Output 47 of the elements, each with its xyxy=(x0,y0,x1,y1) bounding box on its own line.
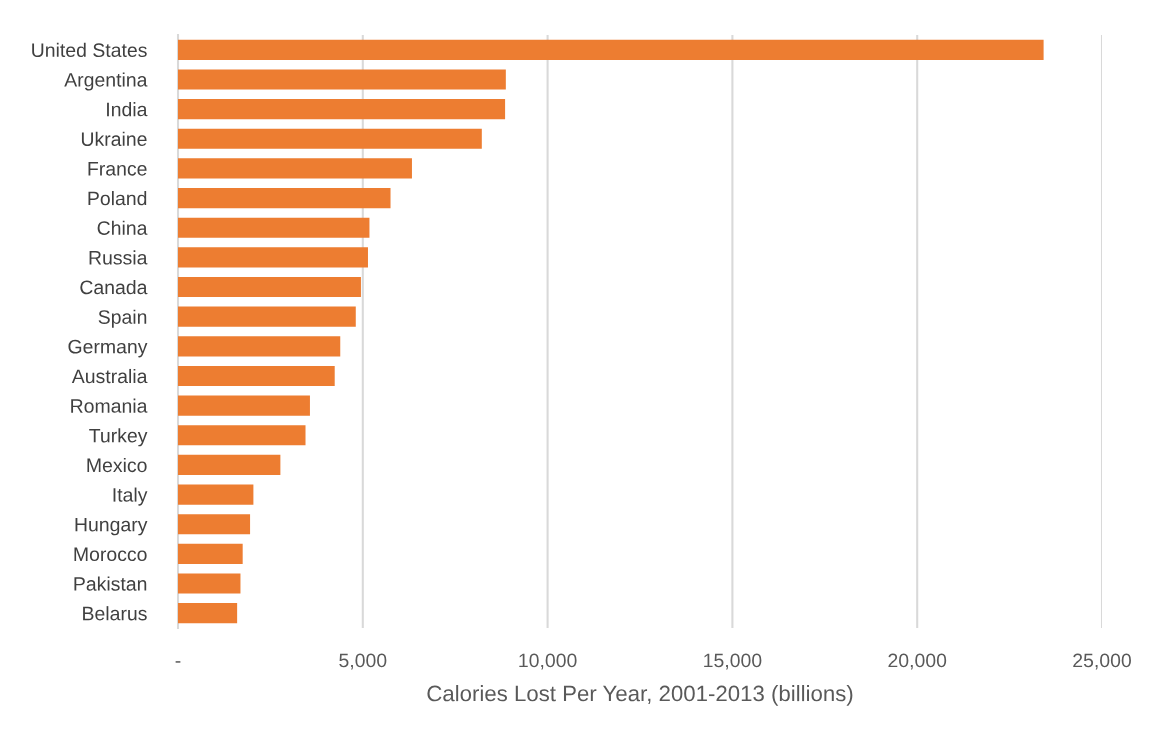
y-tick-label: Belarus xyxy=(83,606,147,621)
y-tick-label: Pakistan xyxy=(74,576,147,591)
bar xyxy=(178,336,341,357)
y-tick-label: China xyxy=(97,220,148,235)
bar xyxy=(178,69,506,90)
y-tick-label: Argentina xyxy=(64,72,148,91)
bar xyxy=(178,247,368,268)
bar xyxy=(178,425,306,446)
y-tick-label: Germany xyxy=(68,339,148,358)
x-tick-label: 5,000 xyxy=(339,653,387,670)
x-tick-label: 20,000 xyxy=(888,653,947,670)
y-tick-label: Mexico xyxy=(87,457,147,473)
y-tick-label: Russia xyxy=(89,250,148,265)
y-tick-label: Romania xyxy=(71,398,148,413)
x-tick-label: 10,000 xyxy=(519,653,577,670)
y-tick-label: United States xyxy=(32,42,147,58)
x-axis-title: Calories Lost Per Year, 2001-2013 (billions) xyxy=(427,685,853,706)
y-tick-label: France xyxy=(88,162,147,176)
y-tick-label: Australia xyxy=(71,368,148,384)
bar xyxy=(178,276,361,298)
bar xyxy=(178,543,243,564)
y-tick-label: Hungary xyxy=(75,517,148,536)
y-tick-label: Italy xyxy=(113,487,148,506)
bar xyxy=(178,573,241,594)
bar xyxy=(178,514,251,535)
bar xyxy=(178,395,310,416)
bar xyxy=(178,603,238,624)
x-tick-label: 25,000 xyxy=(1073,653,1131,670)
y-tick-label: Poland xyxy=(88,191,147,206)
bar xyxy=(178,365,335,387)
y-tick-label: India xyxy=(107,102,148,117)
y-tick-label: Spain xyxy=(98,309,147,328)
bar xyxy=(178,99,506,120)
y-tick-label: Ukraine xyxy=(81,131,147,147)
bar xyxy=(178,187,391,209)
bar xyxy=(178,306,356,327)
y-tick-label: Canada xyxy=(80,279,148,295)
x-tick-label: 15,000 xyxy=(704,653,762,670)
bar xyxy=(178,128,482,149)
bar xyxy=(178,158,412,179)
bar xyxy=(178,217,370,238)
bar xyxy=(178,484,254,505)
bar xyxy=(178,454,281,476)
bar xyxy=(178,39,1044,60)
y-tick-label: Morocco xyxy=(74,547,147,562)
y-tick-label: Turkey xyxy=(89,428,148,447)
x-tick-label: - xyxy=(175,661,181,663)
